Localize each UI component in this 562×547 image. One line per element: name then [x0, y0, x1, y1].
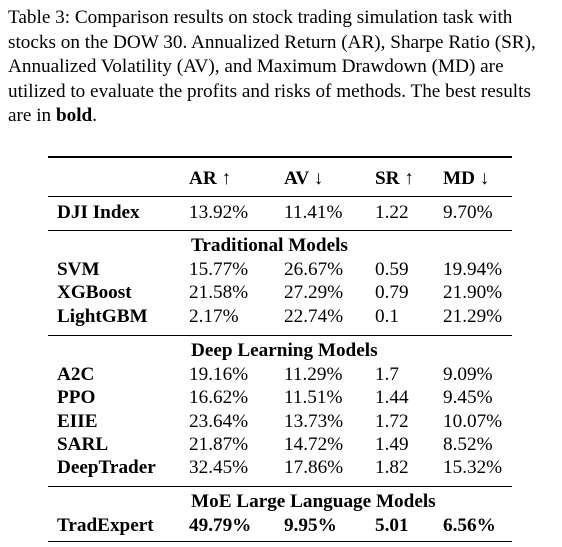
cell-value: 0.79: [375, 282, 409, 304]
cell-value: 21.90%: [443, 282, 503, 304]
cell-value: 22.74%: [284, 305, 344, 327]
row-name: EIIE: [57, 410, 98, 432]
row-name: PPO: [57, 387, 96, 409]
cell-value: 49.79%: [189, 515, 252, 537]
cell-value: 19.16%: [189, 363, 249, 385]
column-header: SR ↑: [375, 168, 414, 189]
row-name: DeepTrader: [57, 457, 156, 479]
column-header: AV ↓: [284, 168, 324, 189]
cell-value: 2.17%: [189, 305, 239, 327]
cell-value: 6.56%: [443, 515, 496, 537]
row-name: LightGBM: [57, 305, 148, 327]
cell-value: 15.32%: [443, 457, 503, 479]
cell-value: 5.01: [375, 515, 409, 537]
group-title: Traditional Models: [191, 235, 348, 256]
group-rule: [48, 486, 512, 488]
row-name: SVM: [57, 259, 100, 280]
cell-value: 1.44: [375, 387, 409, 409]
header-rule: [48, 196, 512, 197]
group-rule: [48, 230, 512, 231]
cell-value: 1.72: [375, 410, 409, 432]
cell-value: 1.22: [375, 202, 409, 223]
row-name: TradExpert: [57, 515, 154, 537]
cell-value: 0.1: [375, 305, 399, 327]
cell-value: 0.59: [375, 259, 409, 280]
cell-value: 13.92%: [189, 202, 249, 223]
cell-value: 19.94%: [443, 259, 503, 280]
group-title: Deep Learning Models: [191, 339, 378, 361]
cell-value: 26.67%: [284, 259, 344, 280]
cell-value: 32.45%: [189, 457, 249, 479]
cell-value: 9.09%: [443, 363, 493, 385]
group-rule: [48, 334, 512, 336]
cell-value: 23.64%: [189, 410, 249, 432]
cell-value: 11.29%: [284, 363, 343, 385]
cell-value: 9.45%: [443, 387, 493, 409]
cell-value: 27.29%: [284, 282, 344, 304]
cell-value: 9.95%: [284, 515, 337, 537]
top-rule: [48, 156, 512, 158]
caption-bold-word: bold: [55, 105, 93, 126]
row-name: A2C: [57, 363, 95, 385]
caption-end: .: [92, 105, 98, 126]
cell-value: 1.82: [375, 457, 409, 479]
group-title: MoE Large Language Models: [191, 491, 436, 513]
cell-value: 1.7: [375, 363, 399, 385]
cell-value: 8.52%: [443, 433, 493, 455]
cell-value: 14.72%: [284, 433, 344, 455]
cell-value: 1.49: [375, 433, 409, 455]
cell-value: 21.29%: [443, 305, 503, 327]
row-name: SARL: [57, 433, 109, 455]
cell-value: 21.87%: [189, 433, 249, 455]
cell-value: 15.77%: [189, 259, 249, 280]
caption-text: Comparison results on stock trading simu…: [8, 7, 536, 126]
cell-value: 17.86%: [284, 457, 344, 479]
cell-value: 16.62%: [189, 387, 249, 409]
cell-value: 11.51%: [284, 387, 343, 409]
cell-value: 11.41%: [284, 202, 343, 223]
caption-label: Table 3:: [8, 7, 71, 28]
cell-value: 21.58%: [189, 282, 249, 304]
table-caption: Table 3: Comparison results on stock tra…: [8, 6, 556, 129]
cell-value: 13.73%: [284, 410, 344, 432]
column-header: AR ↑: [189, 168, 232, 189]
cell-value: 9.70%: [443, 202, 493, 223]
row-name: DJI Index: [57, 202, 140, 223]
column-header: MD ↓: [443, 168, 490, 189]
cell-value: 10.07%: [443, 410, 503, 432]
row-name: XGBoost: [57, 282, 132, 304]
bottom-rule: [48, 540, 512, 543]
